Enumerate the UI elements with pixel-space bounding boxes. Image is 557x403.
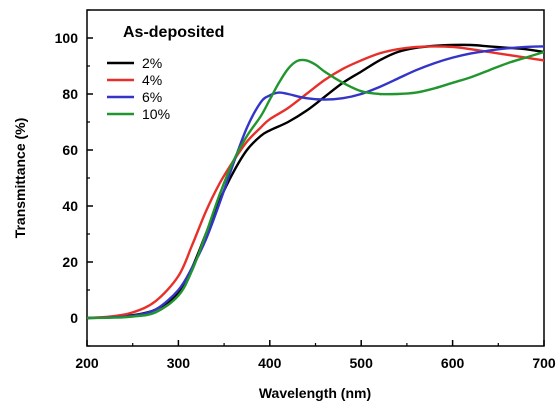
series-line-6pct	[87, 45, 544, 320]
x-tick-label: 600	[441, 355, 465, 371]
y-tick-label: 20	[62, 254, 78, 270]
legend-label: 2%	[142, 55, 162, 71]
x-axis-ticks: 200 300 400 500 600 700	[75, 340, 556, 371]
x-axis-label: Wavelength (nm)	[259, 385, 371, 401]
y-axis-label: Transmittance (%)	[12, 118, 28, 239]
series-line-10pct	[87, 50, 544, 320]
legend: 2%4%6%10%	[107, 55, 170, 122]
x-tick-label: 400	[258, 355, 282, 371]
series-line-4pct	[87, 45, 544, 320]
y-axis-ticks: 0 20 40 60 80 100	[55, 9, 93, 347]
legend-label: 10%	[142, 106, 170, 122]
legend-label: 6%	[142, 89, 162, 105]
series-lines	[87, 43, 544, 320]
y-tick-label: 80	[62, 86, 78, 102]
x-tick-label: 700	[532, 355, 556, 371]
x-tick-label: 200	[75, 355, 99, 371]
y-tick-label: 40	[62, 198, 78, 214]
series-line-2pct	[87, 43, 544, 320]
x-tick-label: 300	[167, 355, 191, 371]
x-tick-label: 500	[350, 355, 374, 371]
chart-title: As-deposited	[123, 24, 224, 41]
y-tick-label: 0	[70, 310, 78, 326]
y-tick-label: 100	[55, 30, 79, 46]
legend-label: 4%	[142, 72, 162, 88]
y-tick-label: 60	[62, 142, 78, 158]
